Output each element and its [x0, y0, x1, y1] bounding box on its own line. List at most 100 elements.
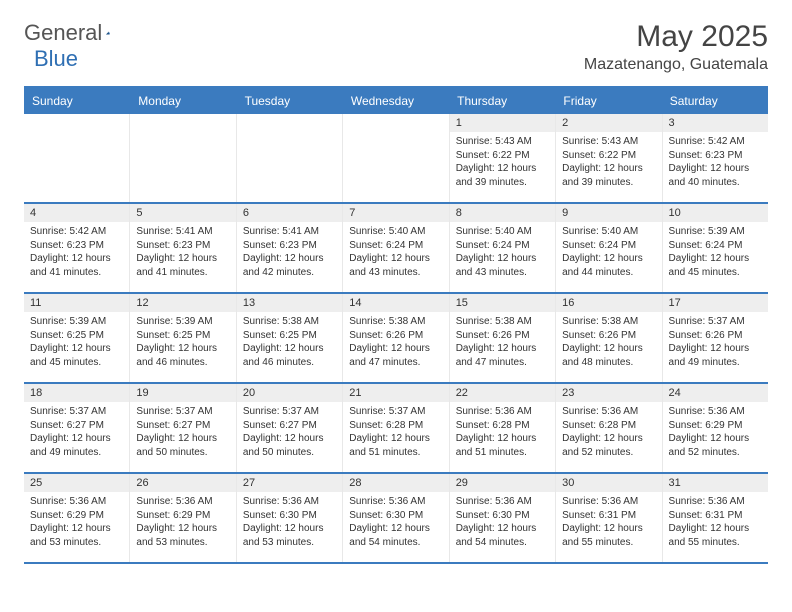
week-row: 11Sunrise: 5:39 AMSunset: 6:25 PMDayligh…: [24, 294, 768, 384]
logo-icon: [106, 24, 110, 42]
sunset-text: Sunset: 6:29 PM: [669, 419, 762, 433]
day-body: Sunrise: 5:38 AMSunset: 6:25 PMDaylight:…: [237, 312, 342, 375]
day-number: 16: [556, 294, 661, 312]
day-number: 22: [450, 384, 555, 402]
day-body: Sunrise: 5:38 AMSunset: 6:26 PMDaylight:…: [556, 312, 661, 375]
sunset-text: Sunset: 6:26 PM: [669, 329, 762, 343]
sunset-text: Sunset: 6:28 PM: [349, 419, 442, 433]
day-number: 20: [237, 384, 342, 402]
sunrise-text: Sunrise: 5:40 AM: [562, 225, 655, 239]
daylight-text: Daylight: 12 hours and 43 minutes.: [456, 252, 549, 279]
day-body: Sunrise: 5:41 AMSunset: 6:23 PMDaylight:…: [237, 222, 342, 285]
day-cell: 13Sunrise: 5:38 AMSunset: 6:25 PMDayligh…: [237, 294, 343, 382]
daylight-text: Daylight: 12 hours and 47 minutes.: [349, 342, 442, 369]
sunrise-text: Sunrise: 5:38 AM: [349, 315, 442, 329]
sunset-text: Sunset: 6:23 PM: [136, 239, 229, 253]
day-body: Sunrise: 5:37 AMSunset: 6:27 PMDaylight:…: [24, 402, 129, 465]
sunset-text: Sunset: 6:27 PM: [136, 419, 229, 433]
sunset-text: Sunset: 6:29 PM: [30, 509, 123, 523]
day-number: 9: [556, 204, 661, 222]
daylight-text: Daylight: 12 hours and 50 minutes.: [136, 432, 229, 459]
day-number: 10: [663, 204, 768, 222]
sunset-text: Sunset: 6:31 PM: [562, 509, 655, 523]
daylight-text: Daylight: 12 hours and 52 minutes.: [562, 432, 655, 459]
daylight-text: Daylight: 12 hours and 51 minutes.: [456, 432, 549, 459]
day-cell: 4Sunrise: 5:42 AMSunset: 6:23 PMDaylight…: [24, 204, 130, 292]
sunset-text: Sunset: 6:27 PM: [30, 419, 123, 433]
sunrise-text: Sunrise: 5:42 AM: [669, 135, 762, 149]
day-body: Sunrise: 5:43 AMSunset: 6:22 PMDaylight:…: [556, 132, 661, 195]
sunrise-text: Sunrise: 5:36 AM: [562, 495, 655, 509]
day-body: Sunrise: 5:40 AMSunset: 6:24 PMDaylight:…: [343, 222, 448, 285]
daylight-text: Daylight: 12 hours and 52 minutes.: [669, 432, 762, 459]
sunset-text: Sunset: 6:27 PM: [243, 419, 336, 433]
day-cell: 18Sunrise: 5:37 AMSunset: 6:27 PMDayligh…: [24, 384, 130, 472]
day-body: Sunrise: 5:38 AMSunset: 6:26 PMDaylight:…: [343, 312, 448, 375]
daylight-text: Daylight: 12 hours and 47 minutes.: [456, 342, 549, 369]
sunset-text: Sunset: 6:23 PM: [243, 239, 336, 253]
day-number: 29: [450, 474, 555, 492]
day-number: 2: [556, 114, 661, 132]
daylight-text: Daylight: 12 hours and 49 minutes.: [30, 432, 123, 459]
daylight-text: Daylight: 12 hours and 43 minutes.: [349, 252, 442, 279]
sunset-text: Sunset: 6:25 PM: [30, 329, 123, 343]
header: General May 2025 Mazatenango, Guatemala: [24, 20, 768, 74]
day-body: Sunrise: 5:36 AMSunset: 6:28 PMDaylight:…: [450, 402, 555, 465]
dow-tue: Tuesday: [237, 88, 343, 114]
sunrise-text: Sunrise: 5:43 AM: [562, 135, 655, 149]
sunrise-text: Sunrise: 5:36 AM: [669, 405, 762, 419]
sunset-text: Sunset: 6:24 PM: [349, 239, 442, 253]
day-cell: 11Sunrise: 5:39 AMSunset: 6:25 PMDayligh…: [24, 294, 130, 382]
daylight-text: Daylight: 12 hours and 44 minutes.: [562, 252, 655, 279]
day-cell: 1Sunrise: 5:43 AMSunset: 6:22 PMDaylight…: [450, 114, 556, 202]
day-number: 13: [237, 294, 342, 312]
day-number: 30: [556, 474, 661, 492]
day-cell: 17Sunrise: 5:37 AMSunset: 6:26 PMDayligh…: [663, 294, 768, 382]
sunset-text: Sunset: 6:26 PM: [456, 329, 549, 343]
day-number: 6: [237, 204, 342, 222]
day-cell: 27Sunrise: 5:36 AMSunset: 6:30 PMDayligh…: [237, 474, 343, 562]
day-cell: 2Sunrise: 5:43 AMSunset: 6:22 PMDaylight…: [556, 114, 662, 202]
day-cell: 15Sunrise: 5:38 AMSunset: 6:26 PMDayligh…: [450, 294, 556, 382]
daylight-text: Daylight: 12 hours and 41 minutes.: [136, 252, 229, 279]
daylight-text: Daylight: 12 hours and 48 minutes.: [562, 342, 655, 369]
day-number: 24: [663, 384, 768, 402]
daylight-text: Daylight: 12 hours and 45 minutes.: [669, 252, 762, 279]
day-body: Sunrise: 5:36 AMSunset: 6:31 PMDaylight:…: [663, 492, 768, 555]
day-body: Sunrise: 5:38 AMSunset: 6:26 PMDaylight:…: [450, 312, 555, 375]
sunrise-text: Sunrise: 5:41 AM: [136, 225, 229, 239]
day-body: Sunrise: 5:36 AMSunset: 6:30 PMDaylight:…: [343, 492, 448, 555]
sunset-text: Sunset: 6:29 PM: [136, 509, 229, 523]
day-cell: 24 Sunrise: 5:36 AMSunset: 6:29 PMDayligh…: [663, 384, 768, 472]
dow-wed: Wednesday: [343, 88, 449, 114]
day-number: 5: [130, 204, 235, 222]
day-cell: 16Sunrise: 5:38 AMSunset: 6:26 PMDayligh…: [556, 294, 662, 382]
sunset-text: Sunset: 6:22 PM: [456, 149, 549, 163]
logo-text-general: General: [24, 20, 102, 46]
day-body: Sunrise: 5:36 AMSunset: 6:29 PMDaylight:…: [130, 492, 235, 555]
day-body: Sunrise: 5:39 AMSunset: 6:25 PMDaylight:…: [130, 312, 235, 375]
day-number: 3: [663, 114, 768, 132]
daylight-text: Daylight: 12 hours and 53 minutes.: [243, 522, 336, 549]
sunset-text: Sunset: 6:28 PM: [562, 419, 655, 433]
day-number: 21: [343, 384, 448, 402]
daylight-text: Daylight: 12 hours and 46 minutes.: [136, 342, 229, 369]
dow-sat: Saturday: [662, 88, 768, 114]
dow-sun: Sunday: [24, 88, 130, 114]
sunrise-text: Sunrise: 5:39 AM: [30, 315, 123, 329]
daylight-text: Daylight: 12 hours and 49 minutes.: [669, 342, 762, 369]
dow-mon: Monday: [130, 88, 236, 114]
sunset-text: Sunset: 6:28 PM: [456, 419, 549, 433]
daylight-text: Daylight: 12 hours and 53 minutes.: [136, 522, 229, 549]
sunset-text: Sunset: 6:25 PM: [243, 329, 336, 343]
day-cell: 6Sunrise: 5:41 AMSunset: 6:23 PMDaylight…: [237, 204, 343, 292]
sunset-text: Sunset: 6:24 PM: [456, 239, 549, 253]
week-row: ....1Sunrise: 5:43 AMSunset: 6:22 PMDayl…: [24, 114, 768, 204]
day-body: Sunrise: 5:42 AMSunset: 6:23 PMDaylight:…: [24, 222, 129, 285]
day-number: 17: [663, 294, 768, 312]
day-cell: 23Sunrise: 5:36 AMSunset: 6:28 PMDayligh…: [556, 384, 662, 472]
daylight-text: Daylight: 12 hours and 50 minutes.: [243, 432, 336, 459]
day-cell: 3Sunrise: 5:42 AMSunset: 6:23 PMDaylight…: [663, 114, 768, 202]
day-cell: 20Sunrise: 5:37 AMSunset: 6:27 PMDayligh…: [237, 384, 343, 472]
day-body: Sunrise: 5:43 AMSunset: 6:22 PMDaylight:…: [450, 132, 555, 195]
